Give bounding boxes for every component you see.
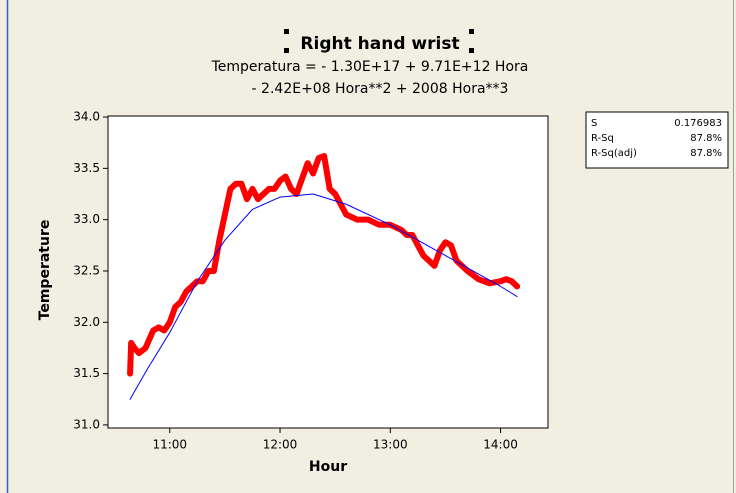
stat-value: 87.8% — [690, 148, 722, 159]
equation: - 2.42E+08 Hora**2 + 2008 Hora**3 — [252, 81, 509, 97]
chart-title: Right hand wrist — [300, 34, 459, 54]
y-axis-title: Temperature — [37, 220, 53, 321]
stat-label: S — [591, 118, 597, 129]
stat-value: 87.8% — [690, 133, 722, 144]
data-line — [129, 193, 518, 400]
x-tick-label: 13:00 — [373, 438, 408, 452]
stat-value: 0.176983 — [674, 118, 722, 129]
y-tick-label: 31.0 — [73, 417, 100, 431]
y-tick-label: 31.5 — [73, 366, 100, 380]
y-tick-label: 32.0 — [73, 315, 100, 329]
x-axis-title: Hour — [309, 459, 347, 475]
y-tick-label: 33.0 — [73, 212, 100, 226]
y-tick-label: 34.0 — [73, 110, 100, 124]
stat-label: R-Sq(adj) — [591, 148, 637, 159]
y-tick-label: 33.5 — [73, 161, 100, 175]
x-tick-label: 14:00 — [483, 438, 518, 452]
equation: Temperatura = - 1.30E+17 + 9.71E+12 Hora — [211, 59, 529, 75]
x-tick-label: 12:00 — [263, 438, 298, 452]
stats-box — [585, 111, 729, 169]
data-line — [127, 153, 521, 377]
selection-handles — [284, 29, 474, 53]
y-tick-label: 32.5 — [73, 263, 100, 277]
stat-label: R-Sq — [591, 133, 614, 144]
x-tick-label: 11:00 — [152, 438, 187, 452]
